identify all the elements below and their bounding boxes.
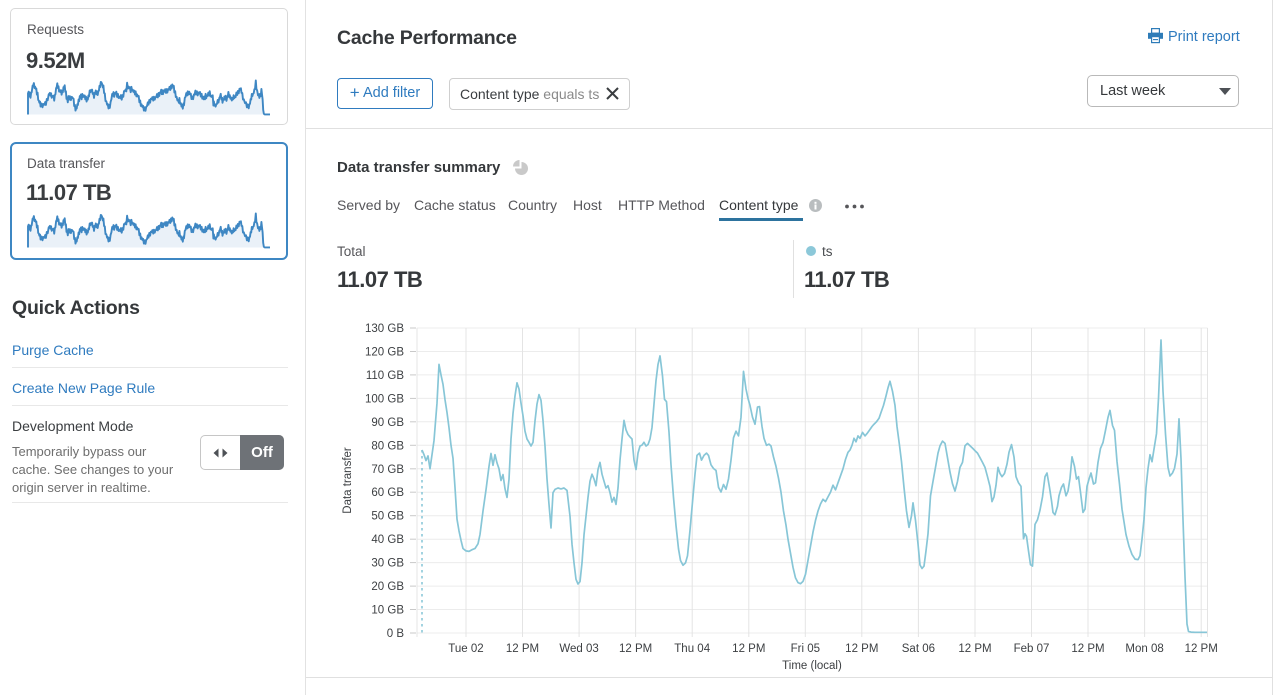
svg-text:60 GB: 60 GB [371,487,404,499]
svg-text:12 PM: 12 PM [506,643,539,655]
svg-text:12 PM: 12 PM [732,643,765,655]
svg-text:70 GB: 70 GB [371,464,404,476]
svg-text:50 GB: 50 GB [371,511,404,523]
svg-text:40 GB: 40 GB [371,534,404,546]
svg-text:120 GB: 120 GB [365,347,404,359]
svg-text:12 PM: 12 PM [1185,643,1218,655]
svg-text:80 GB: 80 GB [371,440,404,452]
svg-text:12 PM: 12 PM [845,643,878,655]
svg-text:90 GB: 90 GB [371,417,404,429]
svg-text:0 B: 0 B [387,628,405,640]
svg-text:100 GB: 100 GB [365,393,404,405]
svg-text:30 GB: 30 GB [371,558,404,570]
svg-text:Mon 08: Mon 08 [1125,643,1163,655]
svg-text:130 GB: 130 GB [365,323,404,335]
svg-text:12 PM: 12 PM [619,643,652,655]
svg-text:110 GB: 110 GB [366,370,404,382]
svg-text:Sat 06: Sat 06 [902,643,935,655]
svg-text:Feb 07: Feb 07 [1014,643,1050,655]
svg-text:12 PM: 12 PM [958,643,991,655]
svg-text:Fri 05: Fri 05 [791,643,820,655]
svg-text:Wed 03: Wed 03 [559,643,598,655]
svg-text:20 GB: 20 GB [371,581,404,593]
svg-text:Time (local): Time (local) [782,660,842,672]
svg-text:Data transfer: Data transfer [342,447,354,514]
svg-text:Thu 04: Thu 04 [674,643,710,655]
svg-text:12 PM: 12 PM [1071,643,1104,655]
svg-text:10 GB: 10 GB [371,605,404,617]
svg-text:Tue 02: Tue 02 [448,643,483,655]
